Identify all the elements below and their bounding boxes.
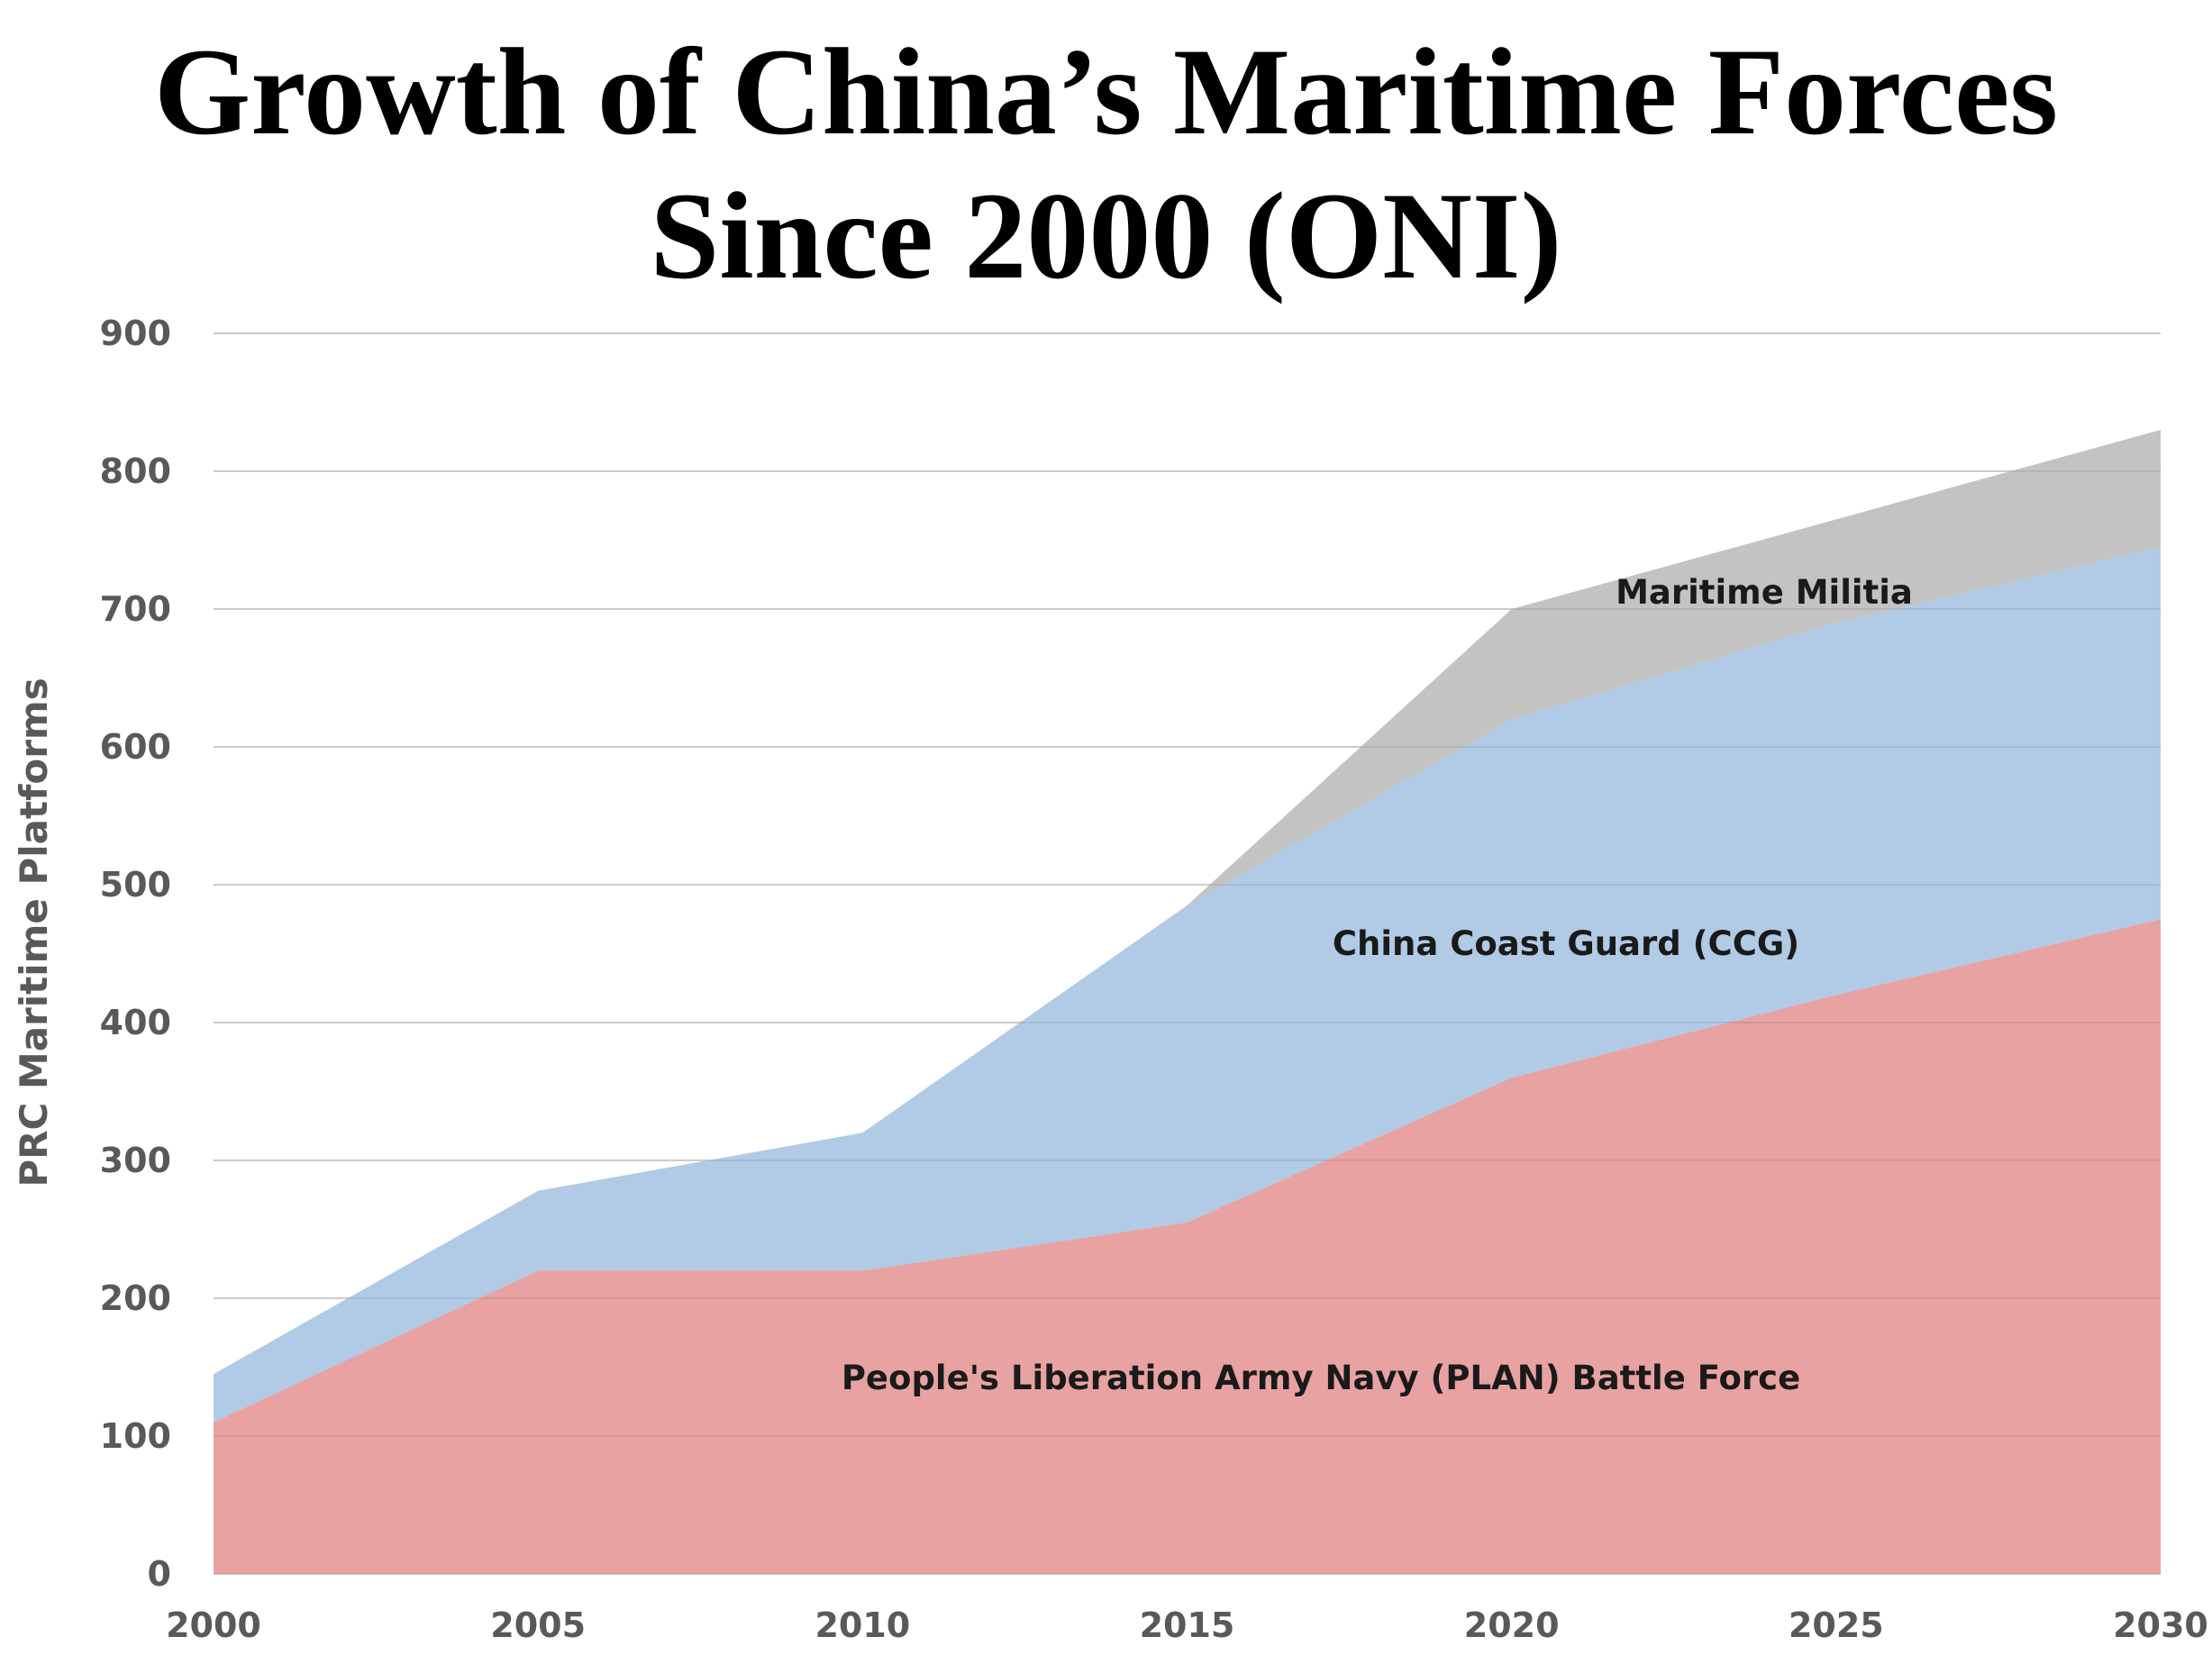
x-tick-2025: 2025 (1789, 1605, 1884, 1645)
chart-title-line-2: Since 2000 (ONI) (650, 167, 1562, 305)
chart-title: Growth of China’s Maritime Forces Since … (0, 20, 2212, 308)
gridlines-overlay (214, 332, 2161, 1575)
x-tick-2000: 2000 (166, 1605, 261, 1645)
x-tick-2015: 2015 (1140, 1605, 1235, 1645)
chart-title-line-1: Growth of China’s Maritime Forces (153, 23, 2059, 160)
y-tick-200: 200 (100, 1278, 171, 1318)
x-tick-2005: 2005 (490, 1605, 586, 1645)
y-tick-500: 500 (100, 865, 171, 905)
y-tick-600: 600 (100, 727, 171, 767)
y-tick-800: 800 (100, 451, 171, 491)
y-tick-100: 100 (100, 1416, 171, 1456)
y-tick-300: 300 (100, 1141, 171, 1180)
area-china-coast-guard (214, 547, 2161, 1423)
y-tick-0: 0 (148, 1554, 171, 1594)
x-tick-2020: 2020 (1464, 1605, 1560, 1645)
label-plan-battle-force: People's Liberation Army Navy (PLAN) Bat… (842, 1359, 1800, 1397)
y-axis-ticks: 0 100 200 300 400 500 600 700 800 900 (100, 314, 171, 1594)
area-series (214, 430, 2161, 1574)
y-axis-label: PRC Maritime Platforms (12, 677, 56, 1187)
x-tick-2010: 2010 (815, 1605, 910, 1645)
y-tick-700: 700 (100, 589, 171, 629)
area-maritime-militia (214, 430, 2161, 1375)
label-china-coast-guard: China Coast Guard (CCG) (1333, 924, 1799, 963)
y-tick-900: 900 (100, 314, 171, 353)
x-tick-2030: 2030 (2113, 1605, 2208, 1645)
x-axis-ticks: 2000 2005 2010 2015 2020 2025 2030 (166, 1605, 2208, 1645)
y-tick-400: 400 (100, 1003, 171, 1042)
area-plan-battle-force (214, 919, 2161, 1574)
label-maritime-militia: Maritime Militia (1616, 573, 1913, 612)
